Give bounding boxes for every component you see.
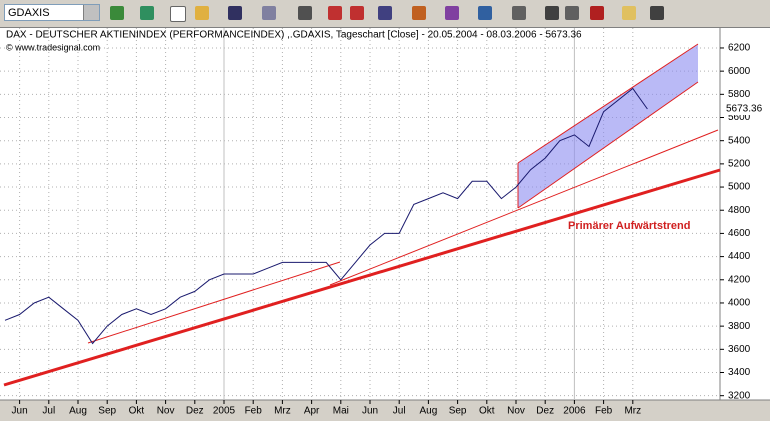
y-tick-label: 5200: [728, 159, 751, 170]
x-tick-label: Nov: [507, 406, 525, 417]
tool-icon[interactable]: [328, 6, 342, 20]
x-tick-label: Feb: [595, 406, 613, 417]
trend-channel: [518, 44, 698, 208]
tool-icon[interactable]: [350, 6, 364, 20]
y-tick-label: 4200: [728, 274, 751, 285]
tool-icon[interactable]: [478, 6, 492, 20]
x-tick-label: Dez: [536, 406, 554, 417]
chart: DAX - DEUTSCHER AKTIENINDEX (PERFORMANCE…: [0, 28, 770, 421]
x-tick-label: Sep: [98, 406, 116, 417]
tool-icon[interactable]: [590, 6, 604, 20]
y-tick-label: 5400: [728, 135, 751, 146]
channel-lower: [517, 81, 699, 209]
x-tick-label: Okt: [479, 406, 495, 417]
trendline: [87, 261, 341, 344]
y-tick-label: 5600: [728, 112, 751, 123]
trendline: [329, 129, 719, 286]
tool-icon[interactable]: [512, 6, 526, 20]
x-tick-label: Jun: [362, 406, 378, 417]
x-tick-label: 2005: [213, 406, 236, 417]
x-tick-label: Apr: [304, 406, 320, 417]
y-tick-label: 4600: [728, 228, 751, 239]
tool-icon[interactable]: [170, 6, 186, 22]
tool-icon[interactable]: [378, 6, 392, 20]
tool-icon[interactable]: [650, 6, 664, 20]
primary-trendline: [3, 168, 721, 387]
y-tick-label: 3600: [728, 344, 751, 355]
x-tick-label: Okt: [129, 406, 145, 417]
x-tick-label: Sep: [449, 406, 467, 417]
symbol-text: GDAXIS: [8, 7, 50, 19]
tool-icon[interactable]: [622, 6, 636, 20]
x-tick-label: Jun: [12, 406, 28, 417]
combo-button[interactable]: [83, 5, 99, 20]
x-tick-label: Jul: [42, 406, 55, 417]
last-value-box: [722, 103, 768, 116]
price-line: [4, 87, 648, 345]
chart-title: DAX - DEUTSCHER AKTIENINDEX (PERFORMANCE…: [6, 30, 582, 41]
x-tick-label: Mrz: [624, 406, 641, 417]
tool-icon[interactable]: [228, 6, 242, 20]
tool-icon[interactable]: [545, 6, 559, 20]
x-tick-label: Nov: [157, 406, 175, 417]
annotation: Primärer Aufwärtstrend: [568, 220, 690, 232]
y-tick-label: 6000: [728, 66, 751, 77]
symbol-combo[interactable]: GDAXIS: [4, 4, 100, 21]
x-tick-label: Mrz: [274, 406, 291, 417]
channel-upper: [517, 43, 699, 164]
tool-icon[interactable]: [412, 6, 426, 20]
tool-icon[interactable]: [565, 6, 579, 20]
x-tick-label: Jul: [393, 406, 406, 417]
y-tick-label: 5000: [728, 182, 751, 193]
tool-icon[interactable]: [140, 6, 154, 20]
y-tick-label: 5800: [728, 89, 751, 100]
x-tick-label: Feb: [245, 406, 263, 417]
y-tick-label: 6200: [728, 43, 751, 54]
x-tick-label: Aug: [69, 406, 87, 417]
x-tick-label: Mai: [333, 406, 349, 417]
tool-icon[interactable]: [110, 6, 124, 20]
x-axis-strip: [0, 400, 770, 421]
y-tick-label: 4400: [728, 251, 751, 262]
tool-icon[interactable]: [445, 6, 459, 20]
x-tick-label: Aug: [420, 406, 438, 417]
tool-icon[interactable]: [298, 6, 312, 20]
tool-icon[interactable]: [262, 6, 276, 20]
toolbar: GDAXIS: [0, 0, 770, 28]
y-tick-label: 3200: [728, 390, 751, 401]
y-tick-label: 3800: [728, 321, 751, 332]
last-value-label: 5673.36: [726, 104, 763, 115]
tool-icon[interactable]: [195, 6, 209, 20]
x-tick-label: Dez: [186, 406, 204, 417]
y-tick-label: 4800: [728, 205, 751, 216]
y-tick-label: 4000: [728, 298, 751, 309]
x-tick-label: 2006: [563, 406, 586, 417]
y-tick-label: 3400: [728, 367, 751, 378]
chart-subtitle: © www.tradesignal.com: [6, 42, 100, 52]
grid: [0, 28, 720, 400]
